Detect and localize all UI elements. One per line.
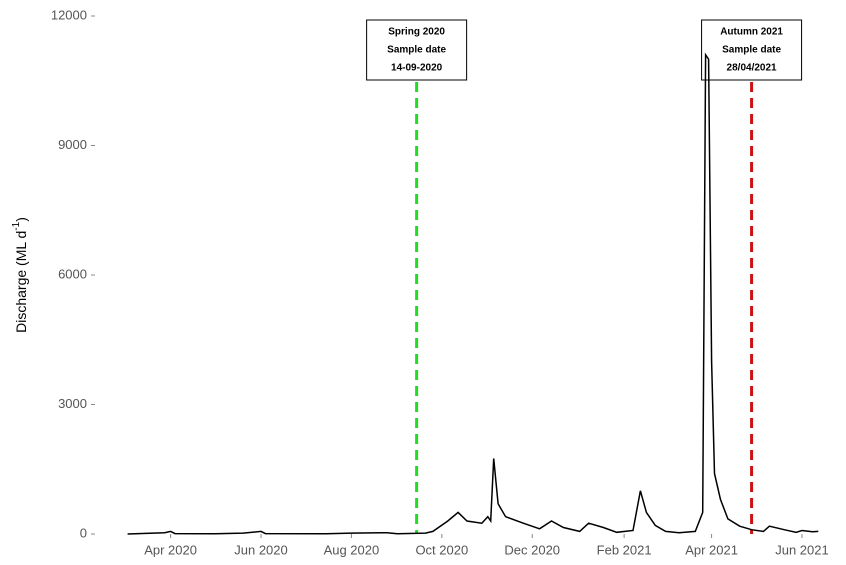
y-tick-label: 6000 bbox=[58, 266, 87, 281]
annotation-text: 28/04/2021 bbox=[727, 63, 777, 74]
y-tick-label: 3000 bbox=[58, 396, 87, 411]
y-label-text: Discharge (ML d bbox=[13, 231, 29, 333]
x-tick-label: Dec 2020 bbox=[504, 542, 560, 557]
y-tick-label: 12000 bbox=[51, 7, 87, 22]
discharge-line bbox=[127, 52, 819, 535]
y-tick-label: 0 bbox=[80, 525, 87, 540]
y-label-close: ) bbox=[13, 217, 29, 222]
annotation-text: Autumn 2021 bbox=[720, 27, 783, 38]
x-tick-label: Apr 2020 bbox=[144, 542, 197, 557]
x-tick-label: Oct 2020 bbox=[415, 542, 468, 557]
annotation-text: Sample date bbox=[387, 45, 446, 56]
annotation-box bbox=[701, 19, 803, 81]
annotation-box bbox=[366, 19, 468, 81]
y-axis-label: Discharge (ML d-1) bbox=[11, 217, 29, 333]
annotation-text: Sample date bbox=[722, 45, 781, 56]
x-tick-label: Jun 2020 bbox=[234, 542, 288, 557]
x-tick-label: Jun 2021 bbox=[775, 542, 829, 557]
annotation-text: 14-09-2020 bbox=[391, 63, 443, 74]
annotation: Autumn 2021 Sample date 28/04/2021 bbox=[701, 19, 803, 81]
x-tick-label: Apr 2021 bbox=[685, 542, 738, 557]
y-tick-label: 9000 bbox=[58, 137, 87, 152]
x-tick-label: Feb 2021 bbox=[597, 542, 652, 557]
y-label-sup: -1 bbox=[11, 221, 22, 230]
annotation-text: Spring 2020 bbox=[388, 27, 445, 38]
x-tick-label: Aug 2020 bbox=[324, 542, 380, 557]
annotation: Spring 2020 Sample date 14-09-2020 bbox=[366, 19, 468, 81]
